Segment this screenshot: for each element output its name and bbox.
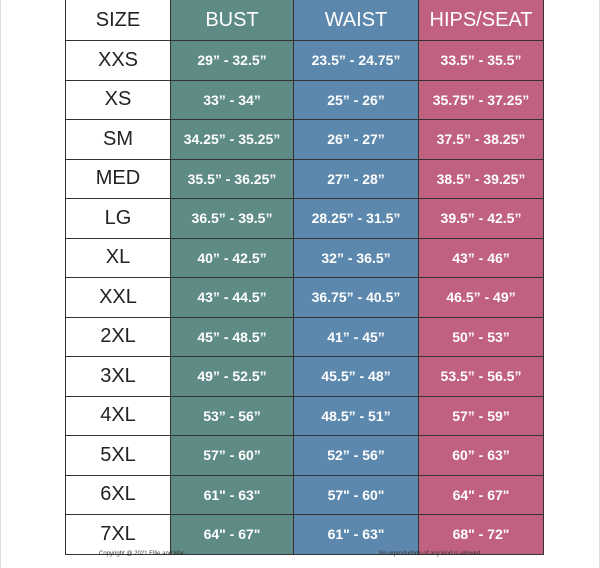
measurement: 39.5” - 42.5”: [419, 199, 544, 239]
measurement: 43” - 44.5”: [171, 278, 294, 318]
measurement: 28.25” - 31.5”: [294, 199, 419, 239]
measurement: 41” - 45”: [294, 317, 419, 357]
measurement: 45.5” - 48”: [294, 357, 419, 397]
size-label: XXL: [65, 278, 171, 318]
column-header: SIZE: [65, 0, 171, 41]
measurement: 57” - 59”: [419, 396, 544, 436]
measurement: 53” - 56”: [171, 396, 294, 436]
measurement: 29” - 32.5”: [171, 41, 294, 81]
measurement: 38.5” - 39.25”: [419, 159, 544, 199]
measurement: 60” - 63”: [419, 436, 544, 476]
measurement: 35.5” - 36.25”: [171, 159, 294, 199]
size-label: 4XL: [65, 396, 171, 436]
measurement: 52” - 56”: [294, 436, 419, 476]
size-label: LG: [65, 199, 171, 239]
measurement: 36.75” - 40.5”: [294, 278, 419, 318]
measurement: 26” - 27”: [294, 120, 419, 160]
measurement: 23.5” - 24.75”: [294, 41, 419, 81]
measurement: 53.5” - 56.5”: [419, 357, 544, 397]
measurement: 36.5” - 39.5”: [171, 199, 294, 239]
measurement: 34.25” - 35.25”: [171, 120, 294, 160]
notice: No reproduction of any kind is allowed.: [379, 551, 483, 557]
measurement: 45” - 48.5”: [171, 317, 294, 357]
measurement: 43” - 46”: [419, 238, 544, 278]
measurement: 27” - 28”: [294, 159, 419, 199]
size-label: 5XL: [65, 436, 171, 476]
measurement: 61" - 63": [294, 515, 419, 555]
measurement: 64" - 67": [419, 475, 544, 515]
size-label: XXS: [65, 41, 171, 81]
measurement: 46.5” - 49”: [419, 278, 544, 318]
measurement: 68" - 72": [419, 515, 544, 555]
size-label: XS: [65, 80, 171, 120]
measurement: 33.5” - 35.5”: [419, 41, 544, 81]
size-label: 2XL: [65, 317, 171, 357]
size-label: 7XL: [65, 515, 171, 555]
measurement: 37.5” - 38.25”: [419, 120, 544, 160]
copyright: Copyright @ 2021 Ellie and Mac: [99, 551, 186, 557]
measurement: 50” - 53”: [419, 317, 544, 357]
column-header: BUST: [171, 0, 294, 41]
measurement: 48.5” - 51”: [294, 396, 419, 436]
column-header: HIPS/SEAT: [419, 0, 544, 41]
size-label: XL: [65, 238, 171, 278]
measurement: 61" - 63": [171, 475, 294, 515]
measurement: 32” - 36.5”: [294, 238, 419, 278]
column-header: WAIST: [294, 0, 419, 41]
size-label: MED: [65, 159, 171, 199]
measurement: 57" - 60": [294, 475, 419, 515]
measurement: 40” - 42.5”: [171, 238, 294, 278]
measurement: 57” - 60”: [171, 436, 294, 476]
measurement: 33” - 34”: [171, 80, 294, 120]
measurement: 64" - 67": [171, 515, 294, 555]
size-label: 3XL: [65, 357, 171, 397]
size-label: 6XL: [65, 475, 171, 515]
measurement: 49” - 52.5”: [171, 357, 294, 397]
size-label: SM: [65, 120, 171, 160]
measurement: 25” - 26”: [294, 80, 419, 120]
measurement: 35.75” - 37.25”: [419, 80, 544, 120]
